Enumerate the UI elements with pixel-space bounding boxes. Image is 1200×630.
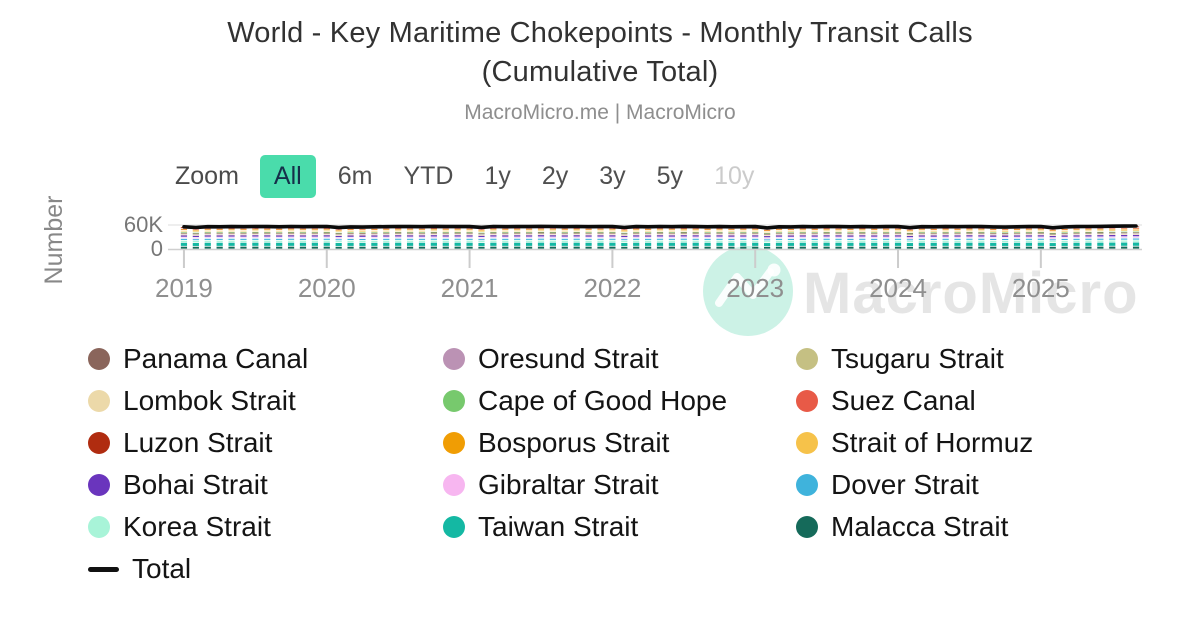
series-color-dot	[796, 474, 818, 496]
legend-label: Gibraltar Strait	[478, 469, 659, 500]
legend-column-2: Oresund Strait Cape of Good Hope Bosporus …	[443, 338, 796, 590]
x-tick-label-2022: 2022	[583, 273, 641, 303]
legend-label: Panama Canal	[123, 343, 309, 374]
legend-item-bosporus-strait[interactable]: Bosporus Strait	[443, 422, 796, 464]
legend-item-gibraltar-strait[interactable]: Gibraltar Strait	[443, 464, 796, 506]
series-color-dot	[88, 348, 110, 370]
series-color-dot	[88, 390, 110, 412]
legend-item-cape-of-good-hope[interactable]: Cape of Good Hope	[443, 380, 796, 422]
series-color-dot	[443, 390, 465, 412]
legend-item-panama-canal[interactable]: Panama Canal	[88, 338, 443, 380]
x-tick-label-2020: 2020	[298, 273, 356, 303]
x-tick-label-2019: 2019	[155, 273, 213, 303]
series-color-dot	[443, 474, 465, 496]
legend-label: Bosporus Strait	[478, 427, 670, 458]
legend-item-taiwan-strait[interactable]: Taiwan Strait	[443, 506, 796, 548]
series-color-dot	[88, 516, 110, 538]
total-line	[182, 224, 1138, 230]
legend-label: Korea Strait	[123, 511, 271, 542]
legend-item-korea-strait[interactable]: Korea Strait	[88, 506, 443, 548]
legend-item-dover-strait[interactable]: Dover Strait	[796, 464, 1033, 506]
title-line-2: (Cumulative Total)	[481, 56, 719, 88]
legend-label: Taiwan Strait	[478, 511, 639, 542]
series-color-dot	[796, 432, 818, 454]
legend-item-lombok-strait[interactable]: Lombok Strait	[88, 380, 443, 422]
zoom-range-3y-button[interactable]: 3y	[590, 155, 634, 198]
zoom-range-ytd-button[interactable]: YTD	[394, 155, 462, 198]
legend-label: Cape of Good Hope	[478, 385, 728, 416]
y-tick-label-0: 0	[151, 236, 163, 261]
macromicro-logo	[715, 268, 774, 307]
total-line-swatch	[88, 566, 119, 572]
zoom-range-5y-button[interactable]: 5y	[648, 155, 692, 198]
legend-label: Bohai Strait	[123, 469, 268, 500]
legend-label: Total	[132, 553, 192, 584]
watermark-text: MacroMicro	[803, 261, 1139, 326]
series-color-dot	[443, 348, 465, 370]
zoom-range-6m-button[interactable]: 6m	[329, 155, 382, 198]
legend-item-malacca-strait[interactable]: Malacca Strait	[796, 506, 1033, 548]
zoom-toolbar: Zoom All 6m YTD 1y 2y 3y 5y 10y	[175, 153, 763, 199]
legend-label: Oresund Strait	[478, 343, 659, 374]
legend-label: Strait of Hormuz	[831, 427, 1034, 458]
x-tick-label-2024: 2024	[869, 273, 927, 303]
x-tick-label-2023: 2023	[726, 273, 784, 303]
series-color-dot	[88, 432, 110, 454]
legend-item-tsugaru-strait[interactable]: Tsugaru Strait	[796, 338, 1033, 380]
x-tick-label-2025: 2025	[1012, 273, 1070, 303]
legend-item-suez-canal[interactable]: Suez Canal	[796, 380, 1033, 422]
legend-label: Luzon Strait	[123, 427, 273, 458]
zoom-range-2y-button[interactable]: 2y	[533, 155, 577, 198]
zoom-range-1y-button[interactable]: 1y	[475, 155, 519, 198]
title-line-1: World - Key Maritime Chokepoints - Month…	[227, 17, 973, 49]
legend-label: Suez Canal	[831, 385, 976, 416]
legend-item-oresund-strait[interactable]: Oresund Strait	[443, 338, 796, 380]
legend-item-total[interactable]: Total	[88, 548, 443, 590]
x-tick-label-2021: 2021	[441, 273, 499, 303]
series-color-dot	[88, 474, 110, 496]
macromicro-watermark: MacroMicro	[703, 246, 1139, 336]
legend-item-bohai-strait[interactable]: Bohai Strait	[88, 464, 443, 506]
y-axis-title: Number	[40, 196, 68, 285]
legend-label: Tsugaru Strait	[831, 343, 1004, 374]
series-color-dot	[796, 348, 818, 370]
series-color-dot	[443, 516, 465, 538]
page-title: World - Key Maritime Chokepoints - Month…	[0, 14, 1200, 92]
legend-label: Lombok Strait	[123, 385, 296, 416]
zoom-range-all-button[interactable]: All	[259, 154, 316, 198]
legend-column-1: Panama Canal Lombok Strait Luzon Strait Boh…	[88, 338, 443, 590]
zoom-label: Zoom	[175, 161, 239, 190]
stacked-bars	[180, 226, 1140, 249]
y-tick-label-60k: 60K	[124, 212, 163, 237]
legend-label: Malacca Strait	[831, 511, 1009, 542]
legend-item-strait-of-hormuz[interactable]: Strait of Hormuz	[796, 422, 1033, 464]
series-color-dot	[796, 516, 818, 538]
legend: Panama Canal Lombok Strait Luzon Strait Boh…	[88, 338, 1033, 590]
series-color-dot	[443, 432, 465, 454]
chart-source-subtitle: MacroMicro.me | MacroMicro	[464, 101, 736, 124]
legend-label: Dover Strait	[831, 469, 979, 500]
legend-item-luzon-strait[interactable]: Luzon Strait	[88, 422, 443, 464]
zoom-range-10y-button: 10y	[705, 155, 763, 198]
zoom-toolbar-buttons: All 6m YTD 1y 2y 3y 5y 10y	[259, 154, 763, 198]
legend-column-3: Tsugaru Strait Suez Canal Strait of Hormuz…	[796, 338, 1033, 590]
series-color-dot	[796, 390, 818, 412]
